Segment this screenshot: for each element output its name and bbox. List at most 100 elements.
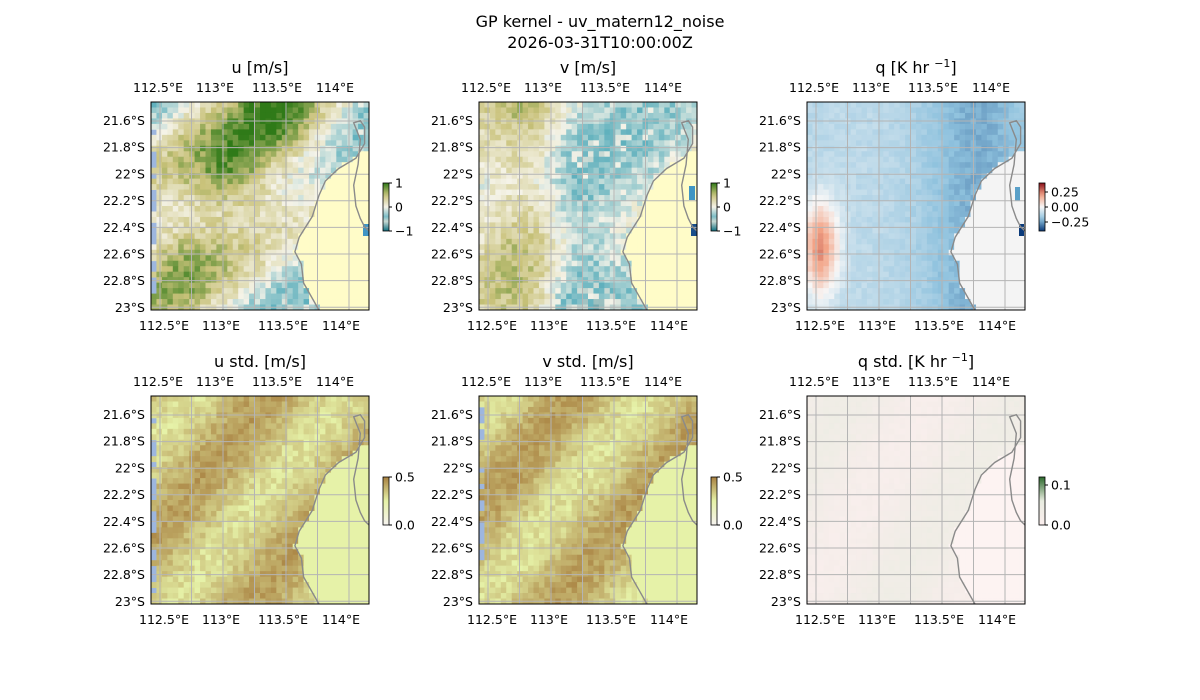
raster-field [151,396,369,604]
lon-tick-label-top: 113.5°E [908,374,958,389]
lat-tick-label: 22.6°S [431,541,473,556]
raster-field [151,102,369,310]
graticule [479,396,697,604]
lon-tick-label-bottom: 114°E [650,318,688,333]
lon-tick-label-bottom: 112.5°E [139,612,189,627]
lat-tick-label: 22.8°S [103,273,145,288]
panel-title: q std. [K hr −1] [858,351,974,372]
panel-title: v std. [m/s] [542,352,633,371]
lon-tick-label-top: 114°E [972,374,1010,389]
lon-tick-label-bottom: 113.5°E [258,612,308,627]
colorbar-tick-label: 0 [723,200,731,215]
lon-tick-label-top: 113.5°E [908,80,958,95]
raster-field [479,102,697,310]
lon-tick-label-bottom: 113°E [202,612,240,627]
colorbar-tick-label: 0.0 [1051,518,1071,533]
panel-frame [478,101,698,311]
lon-tick-label-bottom: 113°E [530,318,568,333]
lon-tick-label-bottom: 113.5°E [914,318,964,333]
lon-tick-label-bottom: 113°E [202,318,240,333]
coastline [950,413,1025,604]
lat-tick-label: 21.8°S [103,434,145,449]
lon-tick-label-top: 113°E [852,374,890,389]
lat-tick-label: 21.6°S [759,407,801,422]
panel-title: v [m/s] [560,58,616,77]
lat-tick-label: 23°S [771,594,801,609]
panel-title: u [m/s] [231,58,288,77]
lat-tick-label: 22.6°S [103,247,145,262]
lat-tick-label: 21.8°S [431,434,473,449]
lon-tick-label-bottom: 112.5°E [795,612,845,627]
lon-tick-label-top: 114°E [316,80,354,95]
lon-tick-label-bottom: 112.5°E [795,318,845,333]
lon-tick-label-top: 113°E [524,80,562,95]
coastline [622,119,697,310]
lat-tick-label: 23°S [771,300,801,315]
lon-tick-label-bottom: 112.5°E [467,318,517,333]
figure-timestamp: 2026-03-31T10:00:00Z [507,33,693,52]
lat-tick-label: 22.4°S [431,220,473,235]
lat-tick-label: 22.8°S [431,567,473,582]
lat-tick-label: 22°S [443,460,473,475]
lon-tick-label-top: 113°E [524,374,562,389]
colorbar-tick-label: 1 [395,176,403,191]
lon-tick-label-top: 113°E [852,80,890,95]
colorbar-tick-label: 1 [723,176,731,191]
lat-tick-label: 22.8°S [759,567,801,582]
lat-tick-label: 22.2°S [759,193,801,208]
colorbar-tick-label: 0.0 [723,518,743,533]
colorbar-tick-label: −1 [395,224,413,239]
map-panel: u std. [m/s] 112.5°E 112.5°E 113°E 113°E 113.… [103,352,415,627]
lat-tick-label: 22°S [115,460,145,475]
lon-tick-label-top: 114°E [644,374,682,389]
lon-tick-label-top: 114°E [972,80,1010,95]
colorbar-tick-label: 0.5 [395,470,415,485]
lat-tick-label: 21.8°S [759,140,801,155]
panel-frame [478,395,698,605]
lat-tick-label: 23°S [115,594,145,609]
lon-tick-label-bottom: 113°E [530,612,568,627]
colorbar-tick-label: −0.25 [1051,215,1089,230]
lat-tick-label: 23°S [443,594,473,609]
raster-field [479,396,697,604]
panel-frame [806,101,1026,311]
colorbar: 1 0 −1 [382,176,413,239]
lat-tick-label: 21.6°S [431,407,473,422]
lat-tick-label: 22.6°S [103,541,145,556]
map-panel: v std. [m/s] 112.5°E 112.5°E 113°E 113°E 113.… [431,352,743,627]
lat-tick-label: 22.6°S [759,541,801,556]
figure-title: GP kernel - uv_matern12_noise [475,12,725,31]
panel-title: u std. [m/s] [214,352,306,371]
coastline [294,413,369,604]
raster-field [807,102,1025,310]
lat-tick-label: 22.8°S [431,273,473,288]
map-panel: v [m/s]112.5°E112.5°E113°E113°E113.5°E11… [431,58,741,333]
lat-tick-label: 22.6°S [431,247,473,262]
coastline [950,119,1025,310]
colorbar: 0.1 0.0 [1038,476,1071,533]
colorbar-tick-label: 0 [395,200,403,215]
lat-tick-label: 22.2°S [431,193,473,208]
colorbar: 1 0 −1 [710,176,741,239]
lon-tick-label-top: 112.5°E [133,374,183,389]
lon-tick-label-top: 113.5°E [252,80,302,95]
lat-tick-label: 23°S [443,300,473,315]
panel-frame [806,395,1026,605]
panel-frame [150,395,370,605]
lon-tick-label-top: 113.5°E [580,80,630,95]
panel-frame [150,101,370,311]
colorbar-tick-label: 0.0 [395,518,415,533]
lat-tick-label: 22.4°S [103,514,145,529]
lon-tick-label-bottom: 114°E [650,612,688,627]
lon-tick-label-top: 114°E [644,80,682,95]
graticule [151,102,369,310]
graticule [807,396,1025,604]
lat-tick-label: 22°S [771,460,801,475]
lat-tick-label: 21.8°S [103,140,145,155]
lat-tick-label: 22°S [443,166,473,181]
lon-tick-label-bottom: 114°E [322,318,360,333]
colorbar-tick-label: 0.25 [1051,185,1079,200]
lat-tick-label: 22.4°S [431,514,473,529]
graticule [807,102,1025,310]
